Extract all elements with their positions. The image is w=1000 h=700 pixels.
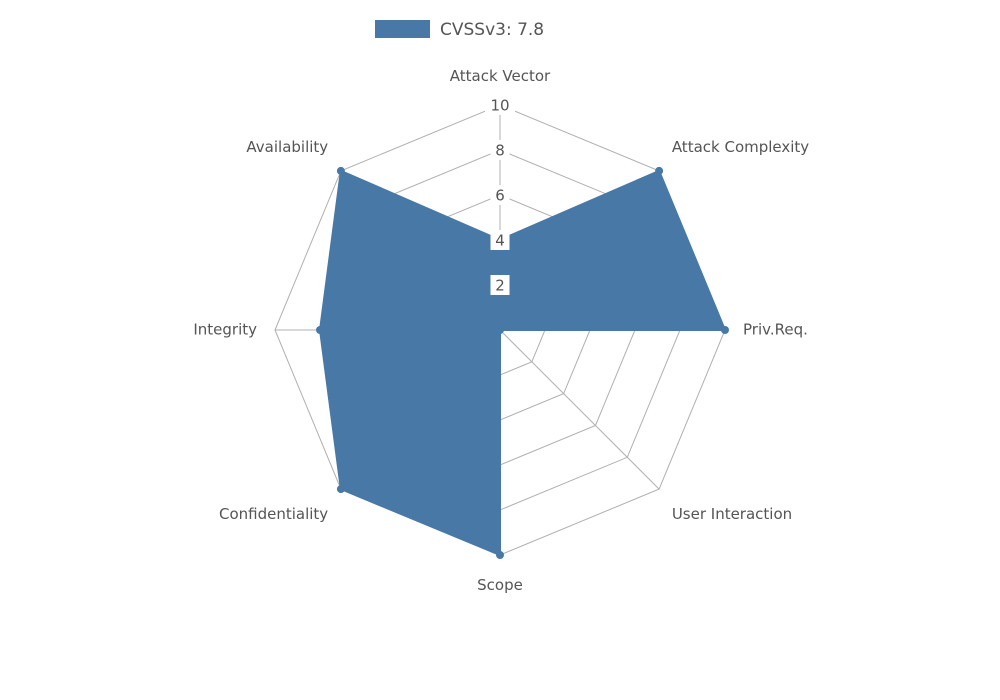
radar-tick-label: 4: [495, 232, 505, 250]
radar-marker: [496, 326, 504, 334]
chart-legend: CVSSv3: 7.8: [375, 20, 544, 40]
radar-axis-label: Attack Complexity: [672, 138, 809, 156]
radar-marker: [337, 167, 345, 175]
radar-tick-label: 6: [495, 187, 505, 205]
legend-swatch: [375, 20, 430, 38]
radar-marker: [496, 551, 504, 559]
cvss-radar-chart: 2 4 6 8 10 Attack Vector Attack Complexity Priv…: [0, 0, 1000, 700]
radar-axis-label: User Interaction: [672, 505, 792, 523]
radar-axis-label: Confidentiality: [219, 505, 328, 523]
radar-marker: [337, 485, 345, 493]
radar-tick-label: 2: [495, 277, 505, 295]
radar-axis-label: Scope: [477, 576, 523, 594]
radar-axis-label: Attack Vector: [450, 67, 551, 85]
radar-marker: [316, 326, 324, 334]
radar-tick-label: 8: [495, 142, 505, 160]
radar-axis-label: Availability: [246, 138, 328, 156]
legend-label: CVSSv3: 7.8: [440, 20, 544, 40]
radar-marker: [655, 167, 663, 175]
radar-axis-label: Integrity: [193, 321, 257, 339]
radar-marker: [721, 326, 729, 334]
radar-tick-label: 10: [490, 97, 509, 115]
radar-axis-label: Priv.Req.: [743, 321, 808, 339]
